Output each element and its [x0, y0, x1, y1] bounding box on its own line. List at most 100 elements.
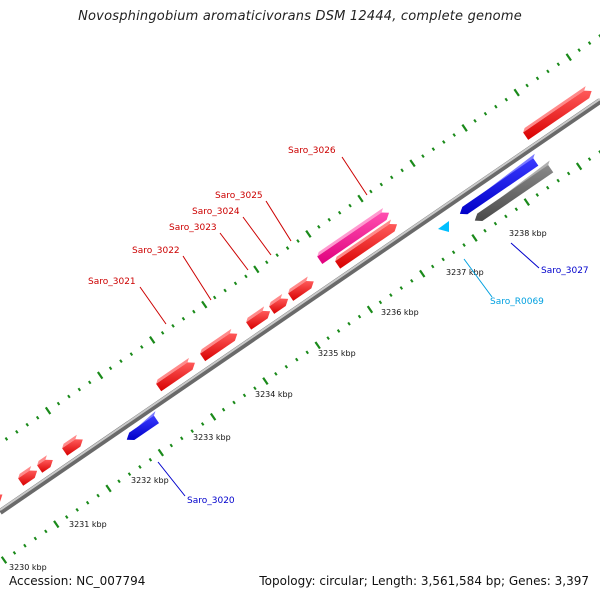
outer-tick — [296, 239, 300, 243]
gene-label-saro-3020[interactable]: Saro_3020 — [187, 496, 235, 506]
scale-label-3232: 3232 kbp — [131, 476, 169, 485]
outer-tick — [556, 62, 561, 67]
scale-label-3235: 3235 kbp — [318, 349, 356, 358]
outer-tick — [275, 253, 279, 258]
inner-tick — [169, 443, 174, 448]
outer-tick — [15, 429, 19, 434]
inner-tick — [117, 479, 121, 484]
inner-tick — [419, 269, 426, 278]
outer-tick — [149, 336, 156, 344]
genome-summary-text: Topology: circular; Length: 3,561,584 bp… — [259, 574, 589, 588]
scale-label-3231: 3231 kbp — [69, 520, 107, 529]
inner-tick — [65, 515, 69, 519]
inner-tick — [53, 520, 60, 529]
inner-tick — [587, 157, 592, 162]
gene-label-saro-3027[interactable]: Saro_3027 — [541, 266, 589, 276]
gene-saro-3017-arrow[interactable] — [18, 465, 38, 486]
inner-tick — [504, 214, 508, 219]
gene-features — [0, 86, 592, 512]
outer-tick — [461, 123, 468, 132]
outer-tick — [192, 309, 196, 314]
gene-saro-3022-arrow[interactable] — [200, 328, 238, 362]
gene-saro-3025-arrow[interactable] — [288, 276, 314, 301]
outer-tick — [233, 281, 238, 286]
gene-saro-3028-arrow[interactable] — [523, 86, 592, 140]
gene-saro-3023-arrow[interactable] — [246, 306, 271, 330]
gene-label-saro-3026[interactable]: Saro_3026 — [288, 146, 336, 156]
inner-tick — [535, 193, 539, 197]
gene-saro-3021-arrow[interactable] — [156, 357, 195, 392]
inner-tick — [378, 300, 383, 305]
outer-tick — [108, 366, 113, 371]
outer-tick — [77, 387, 82, 392]
inner-tick — [200, 422, 205, 426]
outer-tick — [546, 69, 550, 74]
pseudogene-arrow[interactable] — [317, 207, 390, 264]
outer-tick — [171, 323, 175, 328]
gene-label-saro-r0069[interactable]: Saro_R0069 — [490, 297, 544, 307]
gene-saro-3027-region-block[interactable] — [474, 160, 554, 222]
inner-tick — [295, 357, 299, 362]
gene-saro-3027-arrow[interactable] — [459, 153, 539, 215]
gene-label-saro-3021[interactable]: Saro_3021 — [88, 277, 136, 287]
outer-tick — [421, 154, 425, 159]
outer-tick — [67, 394, 71, 399]
inner-tick — [190, 429, 194, 434]
inner-tick — [253, 386, 257, 391]
outer-tick — [4, 437, 9, 441]
outer-tick — [348, 203, 352, 208]
inner-tick — [33, 536, 38, 541]
scale-label-3230: 3230 kbp — [9, 563, 47, 572]
map-title: Novosphingobium aromaticivorans DSM 1244… — [78, 9, 522, 24]
inner-tick — [347, 321, 351, 326]
inner-tick — [75, 508, 79, 512]
inner-tick — [545, 185, 550, 190]
outer-tick — [565, 53, 572, 62]
outer-tick-ring — [4, 34, 600, 441]
outer-tick — [44, 406, 52, 415]
gene-saro-3019-arrow[interactable] — [62, 434, 83, 456]
gene-saro-3018-arrow[interactable] — [37, 455, 53, 473]
outer-tick — [357, 194, 364, 203]
outer-tick — [25, 422, 29, 427]
inner-tick — [305, 350, 309, 355]
outer-tick — [253, 265, 260, 274]
inner-tick — [44, 529, 48, 534]
gene-label-saro-3023[interactable]: Saro_3023 — [169, 223, 217, 233]
outer-tick — [379, 182, 384, 187]
inner-tick — [209, 412, 217, 421]
gene-saro-3024-arrow[interactable] — [269, 294, 289, 314]
outer-tick — [181, 316, 186, 321]
inner-tick — [336, 329, 341, 333]
gene-saro-3026-arrow[interactable] — [335, 219, 398, 269]
inner-tick — [493, 221, 498, 226]
outer-tick — [244, 274, 248, 279]
gene-saro-3016-arrow[interactable] — [0, 490, 3, 512]
gene-saro-r0069-arrow[interactable] — [438, 221, 449, 232]
inner-tick — [575, 162, 583, 171]
outer-tick — [369, 189, 373, 194]
gene-label-saro-3025[interactable]: Saro_3025 — [215, 191, 263, 201]
outer-tick — [129, 352, 134, 356]
gene-saro-3020-arrow[interactable] — [126, 411, 160, 441]
outer-tick — [305, 230, 312, 238]
outer-tick — [56, 401, 61, 406]
outer-tick — [494, 104, 498, 109]
inner-tick — [314, 341, 321, 350]
inner-tick — [127, 472, 132, 476]
gene-label-saro-3022[interactable]: Saro_3022 — [132, 246, 180, 256]
gene-label-saro-3024[interactable]: Saro_3024 — [192, 207, 240, 217]
outer-tick — [504, 97, 509, 102]
inner-tick — [0, 556, 8, 564]
inner-tick — [157, 448, 165, 457]
inner-tick — [232, 400, 236, 405]
outer-tick — [483, 111, 488, 116]
scale-label-3237: 3237 kbp — [446, 268, 484, 277]
inner-tick — [483, 228, 487, 233]
outer-tick — [337, 210, 342, 215]
inner-tick — [566, 171, 571, 176]
inner-tick — [242, 393, 247, 398]
outer-tick — [223, 288, 227, 293]
outer-tick — [317, 224, 321, 229]
